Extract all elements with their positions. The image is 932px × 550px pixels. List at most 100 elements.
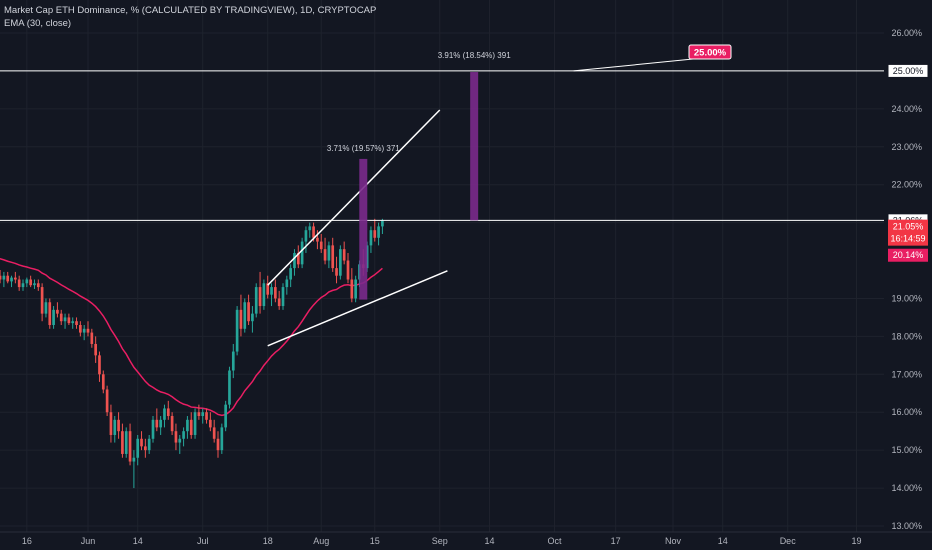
candle-body <box>350 279 354 299</box>
candle-body <box>296 252 300 265</box>
candle-body <box>6 275 10 282</box>
candle-body <box>231 351 235 371</box>
candle-body <box>212 427 216 439</box>
candle-body <box>140 438 143 447</box>
ema-line <box>0 257 383 417</box>
candle-body <box>220 427 224 451</box>
price-axis: 13.00% 14.00% 15.00% 16.00% 17.00% 18.00% 19.0… <box>887 28 929 531</box>
measure-label-1: 3.71% (19.57%) 371 <box>327 144 400 153</box>
candle-body <box>193 412 197 435</box>
candle-body <box>25 279 29 284</box>
candle-body <box>36 283 40 288</box>
candles-layer <box>0 218 384 489</box>
candle-body <box>247 302 250 322</box>
candle-body <box>209 419 212 428</box>
candle-body <box>235 309 239 352</box>
candle-body <box>331 245 335 269</box>
candle-body <box>342 249 346 261</box>
candle-body <box>319 241 323 250</box>
hline-upper-tag-bg <box>887 63 929 78</box>
price-tick-label: 13.00% <box>891 521 922 531</box>
candle-body <box>216 438 220 451</box>
candle-body <box>48 302 52 326</box>
candle-body <box>346 260 350 280</box>
candle-body <box>2 275 6 280</box>
candle-body <box>262 283 266 307</box>
candle-body <box>266 283 270 295</box>
legend-ema: EMA (30, close) <box>4 18 72 29</box>
price-tick-label: 26.00% <box>891 28 922 38</box>
time-tick-label: Jun <box>81 536 96 546</box>
candle-body <box>270 287 273 295</box>
candle-body <box>327 245 331 261</box>
candle-body <box>293 252 296 269</box>
candle-body <box>132 457 136 462</box>
candle-body <box>304 230 308 242</box>
price-tick-label: 23.00% <box>891 142 922 152</box>
candle-body <box>117 419 120 432</box>
measure-label-2: 3.91% (18.54%) 391 <box>438 51 511 60</box>
candle-body <box>10 277 13 282</box>
candle-body <box>178 438 182 443</box>
candle-body <box>17 279 21 288</box>
candle-body <box>274 287 277 299</box>
ema-value-tag: 20.14% <box>893 250 924 260</box>
candle-body <box>155 419 159 428</box>
candle-body <box>339 249 342 276</box>
hline-upper-tag: 25.00% <box>893 66 924 76</box>
candle-body <box>205 412 208 420</box>
candle-body <box>224 404 227 428</box>
candle-body <box>254 287 258 314</box>
candle-body <box>33 283 36 286</box>
candle-body <box>186 419 189 432</box>
candle-body <box>90 332 94 344</box>
candle-body <box>151 419 155 439</box>
candle-body <box>323 249 327 261</box>
candle-body <box>239 309 243 329</box>
candle-body <box>197 412 201 417</box>
candle-body <box>29 279 32 286</box>
candle-body <box>166 408 170 417</box>
candle-body <box>243 302 247 329</box>
grid <box>0 0 884 532</box>
time-tick-label: 18 <box>263 536 273 546</box>
candle-body <box>79 325 82 333</box>
candle-body <box>373 230 377 238</box>
price-tick-label: 19.00% <box>891 293 922 303</box>
candle-body <box>354 279 357 299</box>
candle-body <box>170 416 174 432</box>
last-price-tag: 21.05% <box>893 222 924 232</box>
candle-body <box>182 431 185 439</box>
measure-bar-2 <box>470 72 479 221</box>
legend-title: Market Cap ETH Dominance, % (CALCULATED … <box>4 5 377 16</box>
candle-body <box>63 317 67 322</box>
candle-body <box>281 287 285 307</box>
candle-body <box>71 321 75 324</box>
time-tick-label: Nov <box>665 536 682 546</box>
time-tick-label: 17 <box>611 536 621 546</box>
time-tick-label: 14 <box>718 536 728 546</box>
time-tick-label: 19 <box>852 536 862 546</box>
target-callout-box <box>688 44 732 60</box>
time-axis: 16 Jun 14 Jul 18 Aug 15 Sep 14 Oct 17 Nov 14 Dec 19 <box>0 531 932 546</box>
candle-body <box>128 431 132 462</box>
drawings-layer: 3.71% (19.57%) 371 3.91% (18.54%) 391 25.0… <box>0 44 884 347</box>
ema-layer <box>0 257 383 417</box>
ema-value-tag-bg <box>888 248 928 262</box>
time-tick-label: Sep <box>432 536 448 546</box>
candle-body <box>201 412 205 417</box>
time-tick-label: Oct <box>547 536 562 546</box>
last-price-tag-bg <box>888 219 928 246</box>
time-tick-label: Dec <box>780 536 797 546</box>
time-tick-label: 15 <box>370 536 380 546</box>
time-tick-label: Jul <box>197 536 209 546</box>
price-tick-label: 24.00% <box>891 104 922 114</box>
candle-body <box>44 302 48 314</box>
candle-body <box>52 309 55 326</box>
candle-body <box>285 279 289 288</box>
candle-body <box>86 328 90 333</box>
candle-body <box>189 419 193 435</box>
candle-body <box>144 446 147 451</box>
